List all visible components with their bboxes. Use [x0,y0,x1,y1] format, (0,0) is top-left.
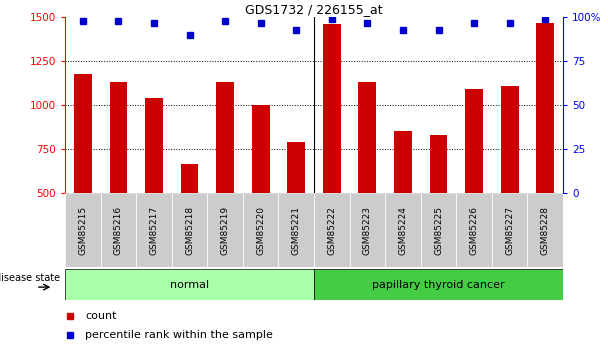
Text: count: count [85,311,117,321]
Bar [101,193,136,267]
Bar [278,193,314,267]
Bar [65,193,100,267]
Bar [216,82,234,193]
Bar [323,24,340,193]
Bar [65,269,314,300]
Text: GSM85219: GSM85219 [221,206,230,255]
Bar [207,193,243,267]
Bar [314,269,563,300]
Bar [350,193,385,267]
Bar [145,98,163,193]
Text: GSM85215: GSM85215 [78,206,88,255]
Text: GSM85223: GSM85223 [363,206,372,255]
Bar [492,193,528,267]
Title: GDS1732 / 226155_at: GDS1732 / 226155_at [245,3,383,16]
Bar [243,193,278,267]
Bar [385,193,421,267]
Text: GSM85218: GSM85218 [185,206,194,255]
Bar [74,73,92,193]
Text: GSM85216: GSM85216 [114,206,123,255]
Bar [421,193,456,267]
Text: GSM85227: GSM85227 [505,206,514,255]
Bar [430,135,447,193]
Text: GSM85222: GSM85222 [327,206,336,255]
Bar [109,82,127,193]
Text: papillary thyroid cancer: papillary thyroid cancer [372,280,505,289]
Bar [528,193,563,267]
Text: GSM85217: GSM85217 [150,206,159,255]
Bar [456,193,492,267]
Bar [314,193,350,267]
Text: GSM85220: GSM85220 [256,206,265,255]
Text: GSM85224: GSM85224 [398,206,407,255]
Bar [536,22,554,193]
Bar [136,193,172,267]
Bar [394,131,412,193]
Text: GSM85226: GSM85226 [469,206,478,255]
Bar [288,142,305,193]
Text: GSM85225: GSM85225 [434,206,443,255]
Bar [465,89,483,193]
Text: GSM85221: GSM85221 [292,206,301,255]
Text: percentile rank within the sample: percentile rank within the sample [85,330,273,339]
Bar [181,164,198,193]
Bar [501,86,519,193]
Text: GSM85228: GSM85228 [541,206,550,255]
Bar [252,105,269,193]
Bar [359,82,376,193]
Text: normal: normal [170,280,209,289]
Bar [172,193,207,267]
Text: disease state: disease state [0,273,60,283]
